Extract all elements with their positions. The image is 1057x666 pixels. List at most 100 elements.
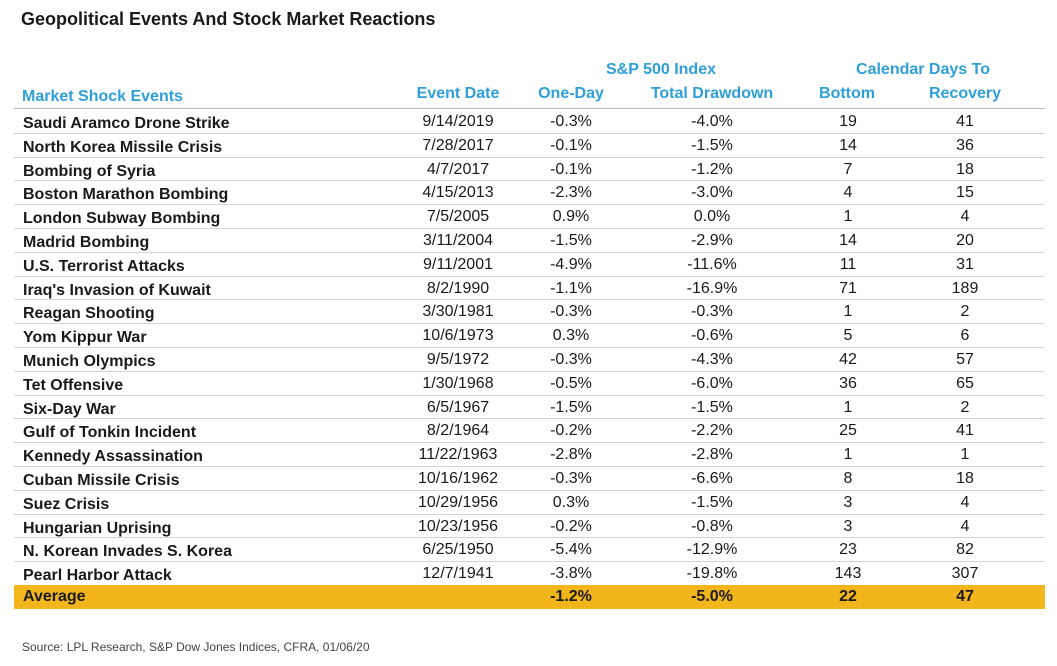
cell-bottom: 42 [839, 351, 857, 368]
cell-total-drawdown: -6.6% [691, 470, 733, 487]
cell-one-day: -2.3% [550, 184, 592, 202]
cell-bottom: 4 [843, 184, 853, 202]
cell-total-drawdown: -6.0% [691, 374, 733, 392]
cell-event-date: 4/7/2017 [426, 160, 490, 178]
cell-event-date: 7/28/2017 [422, 136, 494, 154]
page-title: Geopolitical Events And Stock Market Rea… [21, 9, 436, 29]
table-row: Bombing of Syria 4/7/2017 -0.1% -1.2% 7 18 [14, 158, 1045, 182]
row-divider [14, 418, 1045, 420]
cell-recovery: 41 [956, 113, 974, 130]
row-divider [14, 299, 1045, 301]
table-row: Iraq's Invasion of Kuwait 8/2/1990 -1.1% -1… [14, 277, 1045, 301]
cell-recovery: 4 [960, 517, 970, 535]
table-row: Pearl Harbor Attack 12/7/1941 -3.8% -19.8% 1… [14, 562, 1045, 586]
cell-recovery: 18 [956, 160, 974, 178]
cell-event-date: 6/5/1967 [426, 398, 490, 416]
cell-total-drawdown: -12.9% [686, 541, 738, 559]
cell-recovery: 2 [960, 398, 970, 416]
table-row: Madrid Bombing 3/11/2004 -1.5% -2.9% 14 20 [14, 229, 1045, 253]
cell-recovery: 307 [951, 565, 979, 583]
cell-event: Madrid Bombing [23, 234, 150, 251]
cell-one-day: -0.3% [550, 351, 592, 368]
cell-bottom: 14 [839, 232, 857, 249]
source-note: Source: LPL Research, S&P Dow Jones Indi… [22, 640, 370, 654]
cell-one-day: -1.1% [550, 279, 592, 297]
cell-event: Kennedy Assassination [23, 448, 203, 466]
average-one-day: -1.2% [550, 588, 592, 605]
average-label: Average [23, 588, 86, 605]
cell-one-day: -2.8% [550, 446, 592, 464]
cell-event-date: 9/14/2019 [422, 113, 494, 130]
cell-recovery: 20 [956, 232, 974, 249]
row-divider [14, 227, 1045, 229]
table-row: London Subway Bombing 7/5/2005 0.9% 0.0% 1 4 [14, 205, 1045, 229]
cell-bottom: 1 [843, 208, 853, 226]
table-row: Reagan Shooting 3/30/1981 -0.3% -0.3% 1 2 [14, 300, 1045, 325]
cell-event: Cuban Missile Crisis [23, 472, 180, 489]
table-row: Hungarian Uprising 10/23/1956 -0.2% -0.8% 3 4 [14, 515, 1045, 539]
cell-recovery: 6 [960, 327, 970, 345]
cell-event-date: 10/16/1962 [417, 470, 499, 487]
cell-bottom: 11 [839, 255, 857, 273]
table-row: Suez Crisis 10/29/1956 0.3% -1.5% 3 4 [14, 491, 1045, 515]
average-recovery: 47 [956, 588, 974, 605]
average-bottom: 22 [839, 588, 857, 605]
cell-one-day: -3.8% [550, 565, 592, 583]
cell-recovery: 18 [956, 470, 974, 487]
cell-bottom: 23 [839, 541, 857, 559]
cell-total-drawdown: -3.0% [691, 184, 733, 202]
cell-event: Gulf of Tonkin Incident [23, 424, 197, 442]
cell-event-date: 1/30/1968 [422, 374, 494, 392]
header-divider [14, 108, 1045, 109]
row-divider [14, 156, 1045, 158]
cell-one-day: 0.9% [552, 208, 590, 226]
cell-recovery: 82 [956, 541, 974, 559]
table-row: Tet Offensive 1/30/1968 -0.5% -6.0% 36 65 [14, 372, 1045, 396]
cell-total-drawdown: -2.2% [691, 422, 733, 440]
cell-event: Tet Offensive [23, 376, 124, 394]
row-divider [14, 513, 1045, 515]
cell-total-drawdown: -2.9% [691, 232, 733, 249]
cell-event-date: 8/2/1964 [426, 422, 490, 440]
cell-bottom: 71 [839, 279, 857, 297]
table-row: Six-Day War 6/5/1967 -1.5% -1.5% 1 2 [14, 396, 1045, 420]
cell-event-date: 6/25/1950 [422, 541, 494, 559]
cell-recovery: 189 [951, 279, 979, 297]
cell-one-day: -4.9% [550, 255, 592, 273]
header-events: Market Shock Events [22, 88, 183, 105]
cell-event: Saudi Aramco Drone Strike [23, 115, 230, 132]
row-divider [14, 370, 1045, 372]
cell-event: Bombing of Syria [23, 162, 156, 180]
table-row: Munich Olympics 9/5/1972 -0.3% -4.3% 42 57 [14, 348, 1045, 372]
table-row: Saudi Aramco Drone Strike 9/14/2019 -0.3% -… [14, 110, 1045, 134]
cell-bottom: 25 [839, 422, 857, 440]
cell-bottom: 8 [843, 470, 853, 487]
cell-total-drawdown: -4.0% [691, 113, 733, 130]
row-divider [14, 346, 1045, 348]
header-event-date: Event Date [416, 85, 500, 102]
cell-event: Munich Olympics [23, 353, 156, 370]
average-drawdown: -5.0% [691, 588, 733, 605]
cell-event-date: 7/5/2005 [426, 208, 490, 226]
cell-total-drawdown: -16.9% [686, 279, 738, 297]
row-divider [14, 489, 1045, 491]
cell-bottom: 3 [843, 493, 853, 511]
cell-bottom: 19 [839, 113, 857, 130]
cell-one-day: -1.5% [550, 232, 592, 249]
cell-one-day: -0.2% [550, 517, 592, 535]
row-divider [14, 442, 1045, 444]
table-row: Boston Marathon Bombing 4/15/2013 -2.3% -3.… [14, 181, 1045, 206]
row-divider [14, 394, 1045, 396]
cell-recovery: 41 [956, 422, 974, 440]
cell-one-day: -0.1% [550, 160, 592, 178]
cell-recovery: 57 [956, 351, 974, 368]
cell-one-day: -0.3% [550, 470, 592, 487]
cell-bottom: 14 [839, 136, 857, 154]
header-one-day: One-Day [538, 85, 604, 102]
cell-recovery: 1 [960, 446, 970, 464]
cell-total-drawdown: -1.5% [691, 398, 733, 416]
cell-bottom: 36 [839, 374, 857, 392]
row-divider [14, 537, 1045, 539]
cell-one-day: -1.5% [550, 398, 592, 416]
cell-event: Reagan Shooting [23, 305, 155, 323]
